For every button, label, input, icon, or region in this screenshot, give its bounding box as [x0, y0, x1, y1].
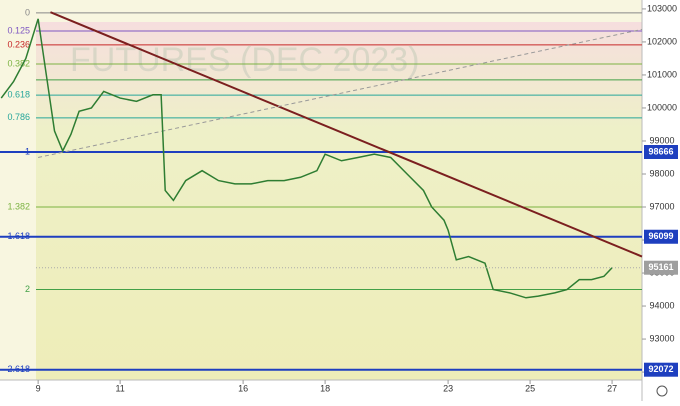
fib-label: 1.382 [7, 201, 30, 211]
price-tag-label: 92072 [648, 364, 673, 374]
fib-label: 1.618 [7, 231, 30, 241]
price-tag [644, 145, 678, 159]
fib-label: 0.382 [7, 58, 30, 68]
y-tick-label: 101000 [647, 69, 677, 79]
fib-label: 0.125 [7, 25, 30, 35]
price-tag [644, 229, 678, 244]
price-tag-label: 96099 [648, 231, 673, 241]
x-tick-label: 18 [320, 383, 330, 393]
y-tick-label: 97000 [649, 201, 674, 211]
fib-label: 1 [25, 146, 30, 156]
x-tick-label: 25 [525, 383, 535, 393]
fib-label: 0.786 [7, 112, 30, 122]
price-tag-label: 98666 [648, 146, 673, 156]
y-tick-label: 102000 [647, 36, 677, 46]
trendline [50, 11, 643, 258]
watermark: FUTURES (DEC 2023) [70, 41, 420, 79]
price-line [0, 18, 613, 299]
trendline [38, 28, 643, 158]
x-tick-label: 23 [443, 383, 453, 393]
price-tag [644, 260, 678, 275]
y-tick-label: 94000 [649, 300, 674, 310]
fib-zone [36, 22, 642, 380]
y-tick-label: 93000 [649, 333, 674, 343]
price-tag-label: 95161 [648, 262, 673, 272]
fib-label: 0.618 [7, 89, 30, 99]
x-tick-label: 11 [115, 383, 124, 393]
y-tick-label: 100000 [647, 102, 677, 112]
y-tick-label: 98000 [649, 168, 674, 178]
settings-icon[interactable] [656, 385, 668, 397]
x-tick-label: 9 [36, 383, 41, 393]
price-tag [644, 362, 678, 377]
fib-label: 0.236 [7, 39, 30, 49]
x-tick-label: 27 [607, 383, 617, 393]
x-tick-label: 16 [238, 383, 248, 393]
fib-label: 2 [25, 284, 30, 294]
y-tick-label: 99000 [649, 135, 674, 145]
fib-label: 0 [25, 7, 30, 17]
fib-label: 2.618 [7, 364, 30, 374]
y-tick-label: 103000 [647, 3, 677, 13]
